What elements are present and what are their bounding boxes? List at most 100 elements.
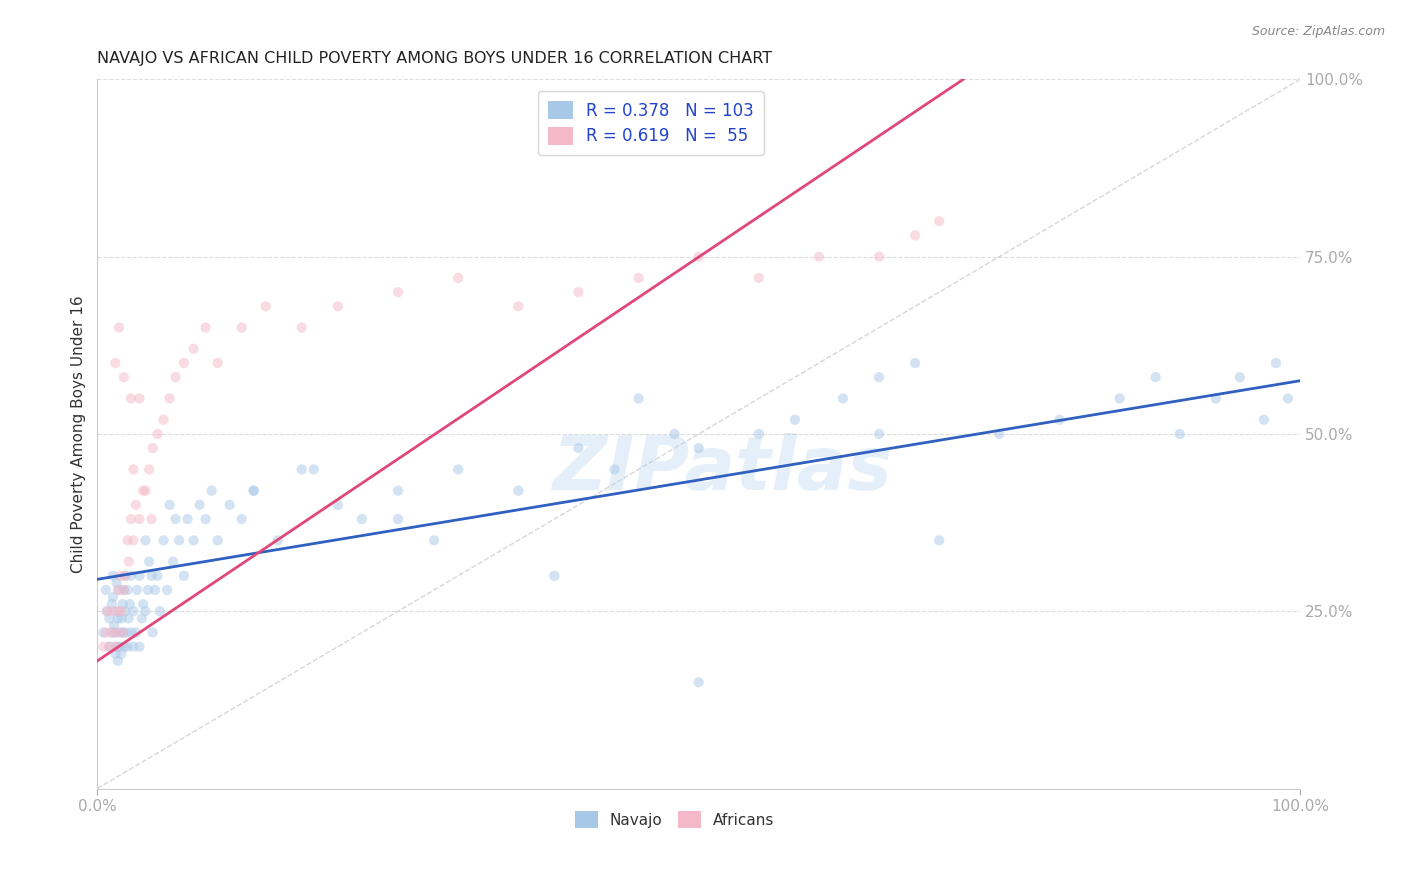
Point [603, 462, 626, 476]
Point [868, 426, 890, 441]
Point [101, 597, 124, 611]
Point [567, 441, 589, 455]
Point [93, 625, 115, 640]
Point [125, 625, 148, 640]
Point [242, 483, 264, 498]
Point [101, 604, 124, 618]
Point [96, 604, 118, 618]
Point [94, 625, 117, 640]
Point [114, 604, 136, 618]
Point [627, 392, 650, 406]
Point [904, 356, 927, 370]
Point [447, 462, 470, 476]
Point [141, 568, 163, 582]
Point [117, 533, 139, 548]
Point [748, 426, 770, 441]
Point [387, 483, 409, 498]
Point [128, 568, 150, 582]
Point [142, 441, 165, 455]
Point [141, 512, 163, 526]
Point [447, 271, 470, 285]
Point [112, 370, 135, 384]
Point [104, 625, 127, 640]
Point [928, 214, 950, 228]
Point [988, 426, 1011, 441]
Point [868, 370, 890, 384]
Point [326, 498, 349, 512]
Text: NAVAJO VS AFRICAN CHILD POVERTY AMONG BOYS UNDER 16 CORRELATION CHART: NAVAJO VS AFRICAN CHILD POVERTY AMONG BO… [97, 51, 772, 66]
Point [131, 611, 153, 625]
Point [156, 582, 179, 597]
Point [105, 575, 128, 590]
Point [128, 640, 150, 654]
Point [93, 640, 115, 654]
Point [107, 611, 129, 625]
Point [201, 483, 224, 498]
Point [423, 533, 446, 548]
Point [101, 625, 124, 640]
Point [1168, 426, 1191, 441]
Point [107, 582, 129, 597]
Point [508, 299, 530, 313]
Point [108, 625, 131, 640]
Point [138, 462, 160, 476]
Point [159, 392, 181, 406]
Point [101, 568, 124, 582]
Point [134, 604, 156, 618]
Point [627, 271, 650, 285]
Point [94, 582, 117, 597]
Point [108, 640, 131, 654]
Point [1253, 413, 1275, 427]
Point [783, 413, 806, 427]
Point [101, 625, 124, 640]
Point [125, 582, 148, 597]
Point [387, 285, 409, 299]
Point [567, 285, 589, 299]
Point [242, 483, 264, 498]
Point [104, 647, 127, 661]
Point [108, 568, 131, 582]
Point [134, 533, 156, 548]
Point [326, 299, 349, 313]
Point [1144, 370, 1167, 384]
Text: Source: ZipAtlas.com: Source: ZipAtlas.com [1251, 25, 1385, 38]
Point [167, 533, 190, 548]
Point [103, 618, 125, 632]
Point [98, 640, 121, 654]
Point [105, 640, 128, 654]
Point [105, 625, 128, 640]
Point [142, 625, 165, 640]
Point [128, 512, 150, 526]
Point [110, 611, 132, 625]
Point [134, 483, 156, 498]
Point [122, 462, 145, 476]
Point [108, 582, 131, 597]
Point [101, 590, 124, 604]
Point [104, 640, 127, 654]
Point [111, 625, 134, 640]
Point [122, 604, 145, 618]
Point [1265, 356, 1288, 370]
Point [120, 512, 142, 526]
Point [120, 625, 142, 640]
Point [107, 654, 129, 668]
Legend: Navajo, Africans: Navajo, Africans [568, 805, 780, 834]
Point [868, 250, 890, 264]
Point [120, 568, 142, 582]
Point [114, 568, 136, 582]
Point [1049, 413, 1071, 427]
Point [110, 647, 132, 661]
Point [207, 533, 229, 548]
Point [96, 604, 118, 618]
Point [176, 512, 198, 526]
Point [688, 675, 710, 690]
Point [218, 498, 240, 512]
Point [143, 582, 166, 597]
Point [165, 512, 187, 526]
Point [120, 392, 142, 406]
Point [110, 604, 132, 618]
Point [132, 483, 155, 498]
Point [118, 597, 141, 611]
Point [111, 597, 134, 611]
Point [748, 271, 770, 285]
